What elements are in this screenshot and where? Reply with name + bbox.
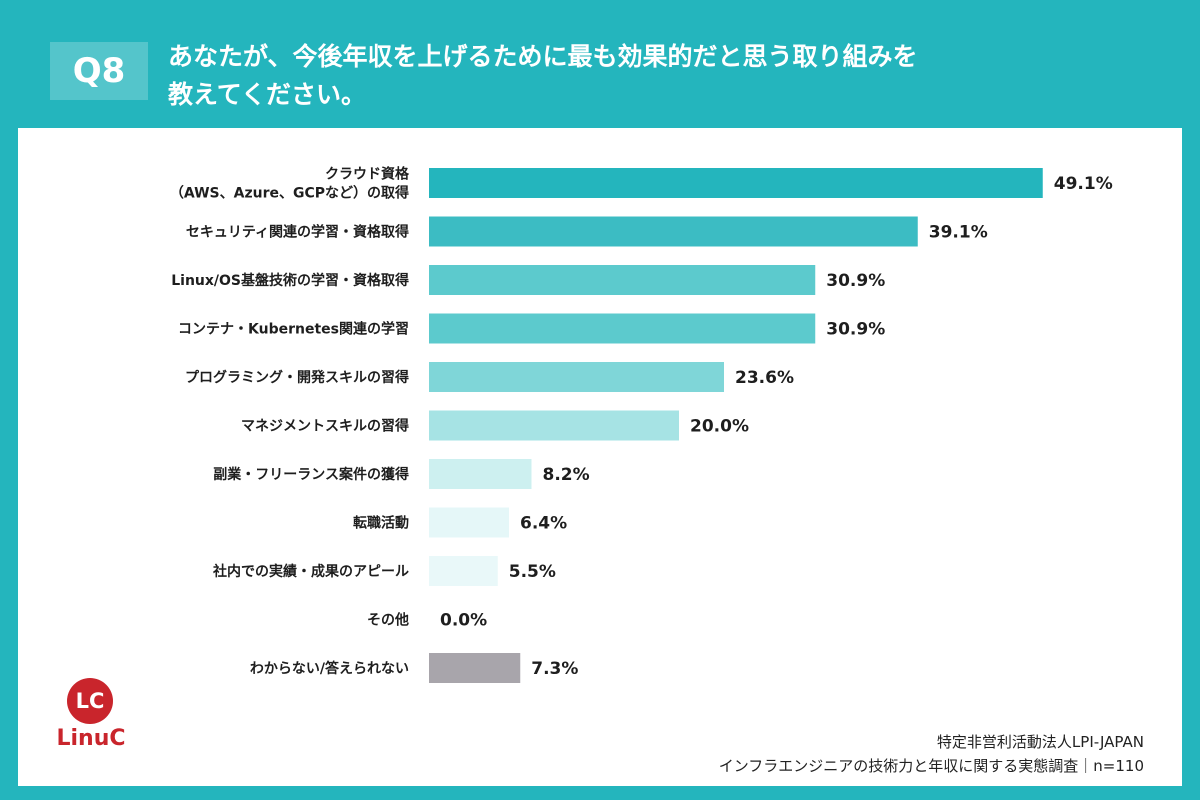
question-text: あなたが、今後年収を上げるために最も効果的だと思う取り組みを 教えてください。 — [168, 38, 1068, 114]
bar — [429, 362, 724, 392]
value-label: 0.0% — [440, 611, 487, 631]
logo-mark: LC — [67, 678, 113, 724]
category-label: Linux/OS基盤技術の学習・資格取得 — [171, 272, 409, 289]
source-organization: 特定非営利活動法人LPI-JAPAN — [936, 733, 1144, 751]
bar — [429, 459, 532, 489]
category-label: わからない/答えられない — [250, 660, 409, 677]
bar — [429, 313, 816, 344]
category-label: セキュリティ関連の学習・資格取得 — [186, 224, 409, 241]
question-line-1: あなたが、今後年収を上げるために最も効果的だと思う取り組みを — [168, 42, 918, 71]
bar — [429, 168, 1043, 198]
category-label: 転職活動 — [353, 515, 409, 532]
category-label: 社内での実績・成果のアピール — [212, 563, 409, 580]
value-label: 30.9% — [826, 271, 885, 291]
category-label: マネジメントスキルの習得 — [241, 418, 409, 435]
value-label: 39.1% — [929, 223, 988, 243]
value-label: 20.0% — [690, 417, 749, 437]
category-label: プログラミング・開発スキルの習得 — [185, 369, 409, 386]
bar — [429, 410, 679, 441]
value-label: 5.5% — [509, 562, 556, 582]
value-label: 30.9% — [826, 320, 885, 340]
value-label: 6.4% — [520, 514, 567, 534]
linuc-logo: LC LinuC — [46, 678, 136, 758]
source-note: 特定非営利活動法人LPI-JAPAN インフラエンジニアの技術力と年収に関する実… — [719, 730, 1144, 778]
bar — [429, 216, 918, 247]
value-label: 23.6% — [735, 368, 794, 388]
value-label: 49.1% — [1054, 174, 1113, 194]
bar — [429, 653, 521, 683]
bar-chart: クラウド資格（AWS、Azure、GCPなど）の取得 49.1% セキュリティ関連の… — [170, 166, 1113, 683]
category-label: 副業・フリーランス案件の獲得 — [213, 466, 409, 483]
value-label: 8.2% — [543, 465, 590, 485]
category-label: その他 — [367, 612, 409, 629]
question-number-badge: Q8 — [50, 42, 148, 100]
logo-name: LinuC — [56, 726, 126, 751]
category-label: コンテナ・Kubernetes関連の学習 — [178, 321, 409, 338]
source-survey: インフラエンジニアの技術力と年収に関する実態調査｜n=110 — [718, 757, 1144, 775]
question-line-2: 教えてください。 — [168, 80, 367, 109]
bar — [429, 265, 816, 295]
category-label: クラウド資格（AWS、Azure、GCPなど）の取得 — [170, 166, 410, 202]
bar — [429, 507, 509, 538]
value-label: 7.3% — [531, 659, 578, 679]
header: Q8 あなたが、今後年収を上げるために最も効果的だと思う取り組みを 教えてくださ… — [0, 0, 1200, 128]
bar — [429, 556, 498, 586]
chart-panel: クラウド資格（AWS、Azure、GCPなど）の取得 49.1% セキュリティ関連の… — [18, 128, 1182, 786]
